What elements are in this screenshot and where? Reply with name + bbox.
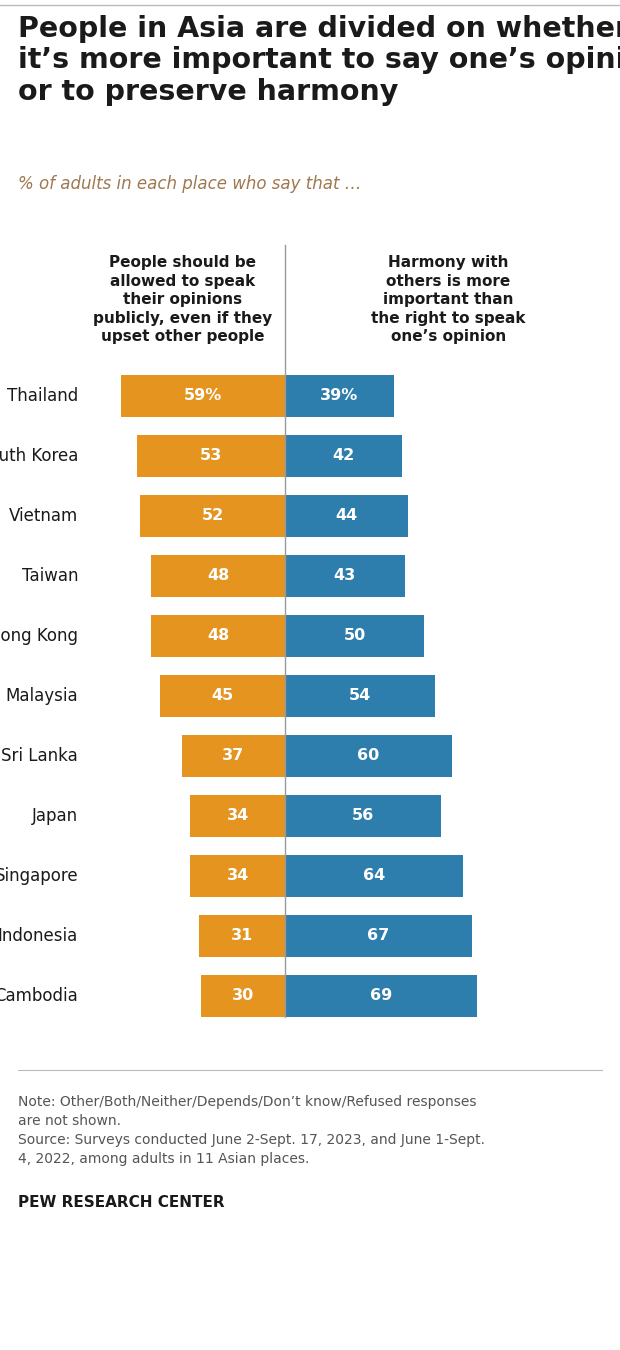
Bar <box>285 555 405 597</box>
Text: % of adults in each place who say that …: % of adults in each place who say that … <box>18 176 361 193</box>
Bar <box>285 855 463 896</box>
Text: People in Asia are divided on whether
it’s more important to say one’s opinion
o: People in Asia are divided on whether it… <box>18 15 620 105</box>
Text: PEW RESEARCH CENTER: PEW RESEARCH CENTER <box>18 1195 224 1210</box>
Text: 52: 52 <box>202 509 224 524</box>
Bar <box>285 675 435 717</box>
Text: 64: 64 <box>363 868 385 883</box>
Text: Taiwan: Taiwan <box>22 567 78 585</box>
Bar <box>190 855 285 896</box>
Text: 48: 48 <box>207 568 229 583</box>
Text: 54: 54 <box>349 688 371 703</box>
Text: 53: 53 <box>200 448 223 463</box>
Text: People should be
allowed to speak
their opinions
publicly, even if they
upset ot: People should be allowed to speak their … <box>93 255 272 344</box>
Text: 39%: 39% <box>320 389 358 404</box>
Text: 44: 44 <box>335 509 357 524</box>
Text: 45: 45 <box>211 688 234 703</box>
Bar <box>138 435 285 477</box>
Text: Sri Lanka: Sri Lanka <box>1 747 78 765</box>
Text: Indonesia: Indonesia <box>0 927 78 945</box>
Text: Japan: Japan <box>32 807 78 825</box>
Text: Hong Kong: Hong Kong <box>0 626 78 645</box>
Text: 56: 56 <box>352 809 374 824</box>
Text: Vietnam: Vietnam <box>9 508 78 525</box>
Bar <box>285 975 477 1017</box>
Text: Harmony with
others is more
important than
the right to speak
one’s opinion: Harmony with others is more important th… <box>371 255 526 344</box>
Text: 42: 42 <box>332 448 355 463</box>
Text: South Korea: South Korea <box>0 447 78 464</box>
Text: 59%: 59% <box>184 389 222 404</box>
Text: 37: 37 <box>223 748 244 764</box>
Bar <box>285 495 407 537</box>
Text: 50: 50 <box>343 629 366 644</box>
Text: 43: 43 <box>334 568 356 583</box>
Bar <box>285 734 452 778</box>
Text: 31: 31 <box>231 929 253 944</box>
Bar <box>151 616 285 657</box>
Bar <box>285 375 394 417</box>
Text: 30: 30 <box>232 988 254 1003</box>
Bar <box>190 795 285 837</box>
Text: 69: 69 <box>370 988 392 1003</box>
Bar <box>140 495 285 537</box>
Bar <box>151 555 285 597</box>
Text: Thailand: Thailand <box>7 387 78 405</box>
Text: 34: 34 <box>226 809 249 824</box>
Bar <box>159 675 285 717</box>
Text: 67: 67 <box>367 929 389 944</box>
Text: Malaysia: Malaysia <box>6 687 78 705</box>
Text: 34: 34 <box>226 868 249 883</box>
Bar <box>285 616 424 657</box>
Bar <box>121 375 285 417</box>
Text: Singapore: Singapore <box>0 867 78 886</box>
Text: 48: 48 <box>207 629 229 644</box>
Bar <box>285 795 441 837</box>
Text: Cambodia: Cambodia <box>0 987 78 1004</box>
Bar <box>182 734 285 778</box>
Text: Note: Other/Both/Neither/Depends/Don’t know/Refused responses
are not shown.
Sou: Note: Other/Both/Neither/Depends/Don’t k… <box>18 1095 485 1166</box>
Bar <box>285 435 402 477</box>
Bar <box>202 975 285 1017</box>
Bar <box>285 915 472 957</box>
Bar <box>198 915 285 957</box>
Text: 60: 60 <box>358 748 379 764</box>
